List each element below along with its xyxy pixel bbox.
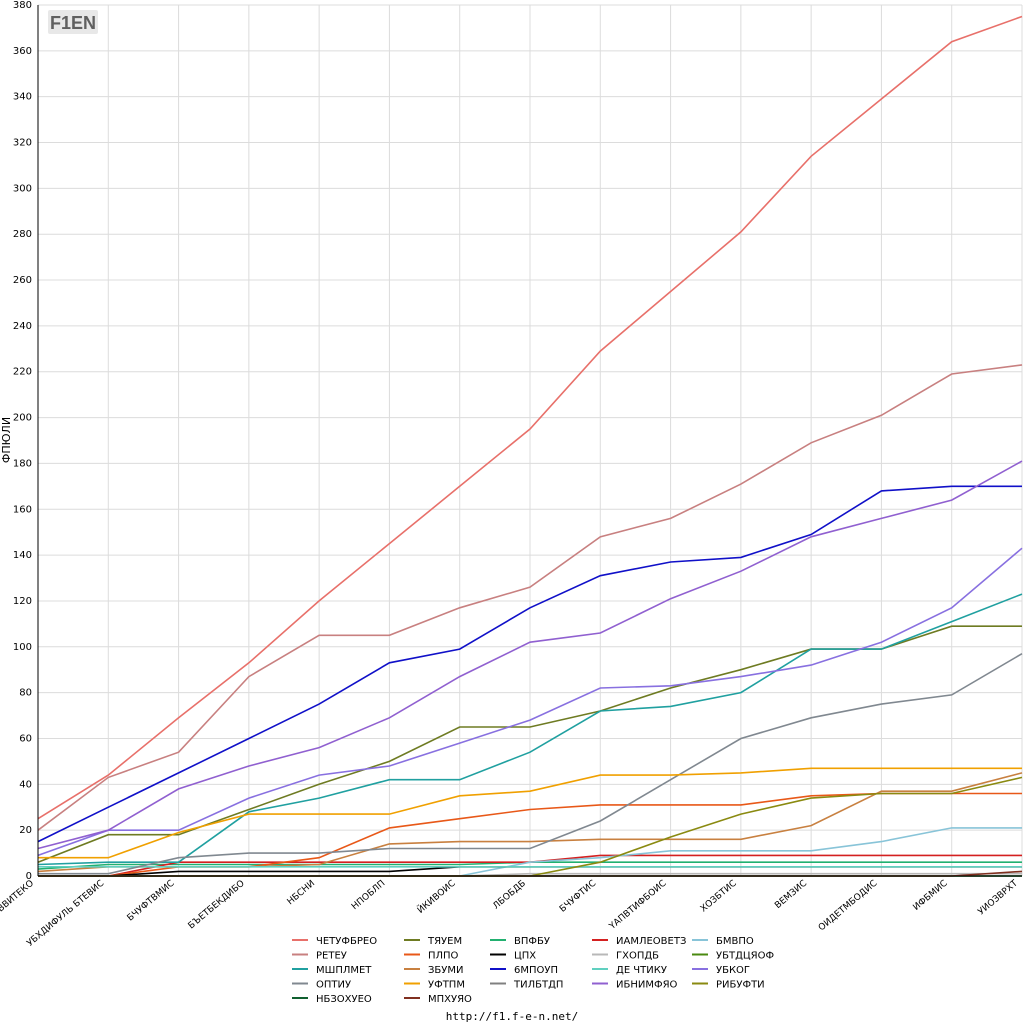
- legend-item: ЧЕТУФБРЕО: [292, 936, 377, 947]
- x-tick-label: УИОЗВРХТ: [976, 878, 1020, 917]
- legend-label: МПХУЯО: [428, 994, 472, 1005]
- series-line: [37, 547, 1023, 857]
- legend-item: УФТПМ: [404, 980, 465, 991]
- logo: F1EN: [48, 10, 98, 34]
- legend-label: УБТДЦЯОФ: [716, 951, 774, 962]
- legend-item: БМВПО: [692, 936, 754, 947]
- legend-label: УФТПМ: [428, 980, 465, 991]
- y-tick-label: 360: [13, 46, 32, 57]
- legend-label: ТЯУЕМ: [427, 936, 462, 947]
- y-tick-label: 340: [13, 92, 32, 103]
- x-tick-label: УБХДИФУЛЬ БТЕВИС: [25, 879, 106, 949]
- x-tick-label: НПОБЛП: [350, 879, 387, 913]
- legend-label: ТИЛБТДП: [513, 980, 563, 991]
- legend-item: УБТДЦЯОФ: [692, 951, 774, 962]
- y-tick-label: 40: [19, 779, 32, 790]
- x-tick-label: ЛБОБДБ: [491, 879, 528, 912]
- logo-text: F1EN: [50, 13, 96, 33]
- legend-label: ПЛПО: [428, 951, 459, 962]
- series-line: [38, 767, 1022, 859]
- y-tick-label: 160: [13, 504, 32, 515]
- y-tick-label: 0: [26, 871, 32, 882]
- y-tick-label: 20: [19, 825, 32, 836]
- x-tick-label: БЧУФТВМИС: [126, 879, 177, 924]
- legend-item: НБЗОХУЕО: [292, 994, 372, 1005]
- x-tick-label: БЪЕТБЕКДИБО: [187, 879, 247, 932]
- legend-label: БМВПО: [716, 936, 754, 947]
- x-tick-label: ОИДЕТМБОДИС: [817, 879, 879, 934]
- y-tick-label: 180: [13, 458, 32, 469]
- x-tick-label: НБСНИ: [286, 879, 318, 908]
- legend-item: ВПФБУ: [490, 936, 550, 947]
- legend-label: УБКОГ: [716, 965, 750, 976]
- legend-item: МПХУЯО: [404, 994, 472, 1005]
- y-tick-label: 280: [13, 229, 32, 240]
- legend-item: ДЕ ЧТИКУ: [592, 965, 667, 976]
- y-tick-label: 60: [19, 733, 32, 744]
- legend-item: РЕТЕУ: [292, 951, 347, 962]
- legend-label: ОПТИУ: [316, 980, 351, 991]
- legend-item: ЗБУМИ: [404, 965, 463, 976]
- y-tick-label: 120: [13, 596, 32, 607]
- legend-item: УБКОГ: [692, 965, 750, 976]
- legend-item: ИАМЛЕОВЕТЗ: [592, 936, 686, 947]
- legend-item: 6МПОУП: [490, 965, 558, 976]
- legend-item: ОПТИУ: [292, 980, 351, 991]
- y-tick-label: 240: [13, 321, 32, 332]
- y-tick-label: 320: [13, 138, 32, 149]
- legend-label: РИБУФТИ: [716, 980, 765, 991]
- legend-item: ТИЛБТДП: [490, 980, 563, 991]
- y-tick-label: 300: [13, 183, 32, 194]
- legend-label: ЦПХ: [514, 951, 536, 962]
- legend-item: РИБУФТИ: [692, 980, 765, 991]
- legend-label: РЕТЕУ: [316, 951, 347, 962]
- series-line: [37, 15, 1023, 820]
- legend-item: ТЯУЕМ: [404, 936, 462, 947]
- legend-item: ИБНИМФЯО: [592, 980, 678, 991]
- series-line: [37, 485, 1022, 843]
- y-tick-label: 380: [13, 0, 32, 11]
- series-line: [38, 653, 1023, 875]
- x-tick-label: ВЕМЗИС: [773, 879, 809, 911]
- legend-label: ИАМЛЕОВЕТЗ: [616, 936, 686, 947]
- legend-item: ГХОПДБ: [592, 951, 659, 962]
- y-tick-label: 140: [13, 550, 32, 561]
- legend: ЧЕТУФБРЕО ТЯУЕМ ВПФБУ ИАМЛЕОВЕТЗ БМВПО РЕТЕУ П…: [292, 936, 774, 1005]
- x-tick-label: БЧУФТИС: [558, 879, 598, 915]
- legend-item: МШПЛМЕТ: [292, 965, 372, 976]
- x-tick-label: ВВИТЕКО: [0, 879, 36, 915]
- grid-lines: [37, 4, 1023, 877]
- legend-label: 6МПОУП: [514, 965, 558, 976]
- x-tick-label: ҮАПВТИФБОИС: [607, 879, 668, 933]
- y-axis-ticks: 0 20 40 60 80 100 120 140 160 180 200 220 240 260 280 3…: [13, 0, 32, 882]
- footer-url[interactable]: http://f1.f-e-n.net/: [446, 1010, 578, 1023]
- legend-label: ДЕ ЧТИКУ: [616, 965, 667, 976]
- y-tick-label: 100: [13, 642, 32, 653]
- y-tick-label: 200: [13, 413, 32, 424]
- y-tick-label: 260: [13, 275, 32, 286]
- legend-label: ИБНИМФЯО: [616, 980, 678, 991]
- legend-label: ЗБУМИ: [428, 965, 463, 976]
- y-tick-label: 220: [13, 367, 32, 378]
- legend-label: ВПФБУ: [514, 936, 550, 947]
- legend-label: ГХОПДБ: [616, 951, 659, 962]
- x-tick-label: ЙКИВОИС: [415, 877, 458, 916]
- legend-label: МШПЛМЕТ: [316, 965, 372, 976]
- legend-item: ПЛПО: [404, 951, 459, 962]
- y-axis-label: ФПЮЛИ: [0, 417, 13, 463]
- x-tick-label: ИФБМИС: [911, 879, 949, 913]
- y-tick-label: 80: [19, 688, 32, 699]
- series-line: [37, 460, 1023, 850]
- x-tick-label: ХОЗБТИС: [699, 879, 739, 915]
- legend-label: НБЗОХУЕО: [316, 994, 372, 1005]
- legend-label: ЧЕТУФБРЕО: [316, 936, 377, 947]
- series-line: [37, 364, 1023, 831]
- legend-item: ЦПХ: [490, 951, 536, 962]
